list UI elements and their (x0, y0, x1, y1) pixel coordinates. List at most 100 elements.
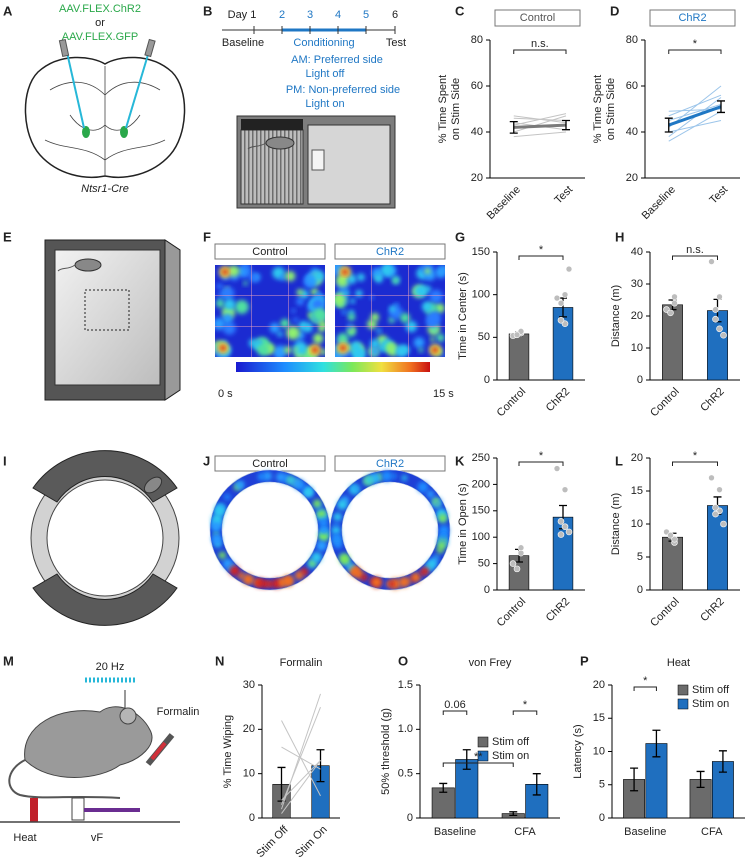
heat-blob (391, 473, 397, 479)
heat-blob (398, 577, 410, 588)
conjunction: or (95, 17, 105, 29)
data-point (513, 331, 521, 339)
error-bar (562, 119, 570, 131)
heat-blob (424, 268, 431, 274)
virus-label: AAV.FLEX.ChR2 (59, 3, 141, 15)
heat-blob (400, 312, 411, 323)
y-axis-label: Distance (m) (610, 285, 622, 347)
heat-blob (370, 312, 380, 322)
heat-blob (411, 572, 421, 583)
panel-label: H (615, 229, 624, 244)
y-tick-label: 200 (472, 478, 490, 490)
heat-blob (313, 499, 322, 508)
data-point (557, 518, 565, 525)
injection-site (82, 126, 90, 138)
heat-blob (222, 321, 236, 335)
heat-blob (236, 480, 245, 489)
title-box (494, 9, 581, 27)
y-tick-label: 30 (631, 278, 643, 290)
colorbar (236, 362, 430, 372)
chart-title: ChR2 (678, 12, 706, 24)
y-tick-label: 30 (243, 679, 255, 691)
group-label: Control (252, 458, 287, 470)
heat-blob (346, 274, 357, 284)
heat-blob (350, 566, 359, 576)
heat-blob (373, 474, 379, 481)
phase-label: Test (386, 37, 406, 49)
x-tick-label: Control (648, 596, 682, 630)
heat-blob (286, 326, 300, 340)
y-tick-label: 40 (631, 246, 643, 258)
error-bar (717, 100, 725, 114)
y-tick-label: 15 (631, 485, 643, 497)
virus-label: AAV.FLEX.GFP (62, 31, 138, 43)
heat-blob (413, 337, 425, 349)
heat-blob (222, 313, 233, 324)
heat-blob (316, 541, 327, 551)
x-tick-label: Baseline (485, 184, 523, 222)
heat-blob (434, 555, 439, 560)
title-box (649, 9, 736, 27)
heat-blob (215, 317, 226, 331)
significance-label: * (539, 244, 544, 256)
significance-label: * (693, 38, 698, 50)
mouse-tail (57, 264, 76, 272)
panel-label: M (3, 653, 14, 668)
heat-blob (401, 475, 408, 481)
heat-blob (418, 348, 424, 353)
heat-blob (277, 331, 283, 337)
heat-blob (312, 308, 325, 322)
heat-blob (296, 289, 304, 296)
error-bar (630, 767, 639, 792)
fiber-ferrule (144, 38, 156, 58)
heat-blob (257, 344, 270, 356)
heat-blob (280, 318, 290, 328)
y-axis-label: % Time Spent (437, 75, 449, 143)
panel-label: O (398, 653, 408, 668)
heat-blob (376, 328, 382, 334)
heat-blob (285, 270, 296, 282)
heatmap (335, 265, 445, 357)
panel-label: K (455, 453, 465, 468)
y-tick-label: 1.0 (398, 723, 413, 735)
heat-blob (350, 341, 362, 353)
group-box (334, 243, 446, 260)
day-label: 5 (363, 9, 369, 21)
significance-label: n.s. (531, 38, 549, 50)
injection-site (120, 126, 128, 138)
heat-blob (429, 289, 443, 304)
heat-blob (255, 579, 263, 586)
x-tick-label: ChR2 (698, 596, 726, 624)
y-axis-label: Latency (s) (572, 724, 584, 778)
chamber-wall (241, 119, 303, 130)
panel-label: G (455, 229, 465, 244)
mouse (74, 258, 102, 272)
heat-blob (381, 470, 393, 482)
closed-arm (32, 573, 178, 626)
legend-swatch (477, 750, 489, 762)
heat-blob (430, 337, 435, 342)
data-point (671, 299, 678, 307)
y-tick-label: 100 (472, 531, 490, 543)
bar (662, 536, 683, 591)
x-tick-label: Baseline (434, 826, 476, 838)
heat-blob (269, 322, 280, 334)
data-point (671, 293, 678, 301)
heat-blob (371, 577, 382, 588)
panel-label: I (3, 453, 7, 468)
phase-label: Baseline (222, 37, 264, 49)
phase-label: Conditioning (293, 37, 354, 49)
mouse (265, 136, 295, 150)
y-tick-label: 0 (637, 584, 643, 596)
x-tick-label: Test (552, 184, 575, 207)
panel-label: C (455, 3, 465, 18)
heat-blob (380, 265, 394, 277)
significance-bracket (442, 762, 514, 767)
heat-blob (432, 347, 438, 353)
x-tick-label: ChR2 (544, 596, 572, 624)
day-label: Day 1 (228, 9, 257, 21)
heat-blob (294, 571, 304, 580)
heat-blob (343, 290, 350, 296)
heat-blob (222, 558, 233, 569)
group-label: ChR2 (376, 458, 404, 470)
